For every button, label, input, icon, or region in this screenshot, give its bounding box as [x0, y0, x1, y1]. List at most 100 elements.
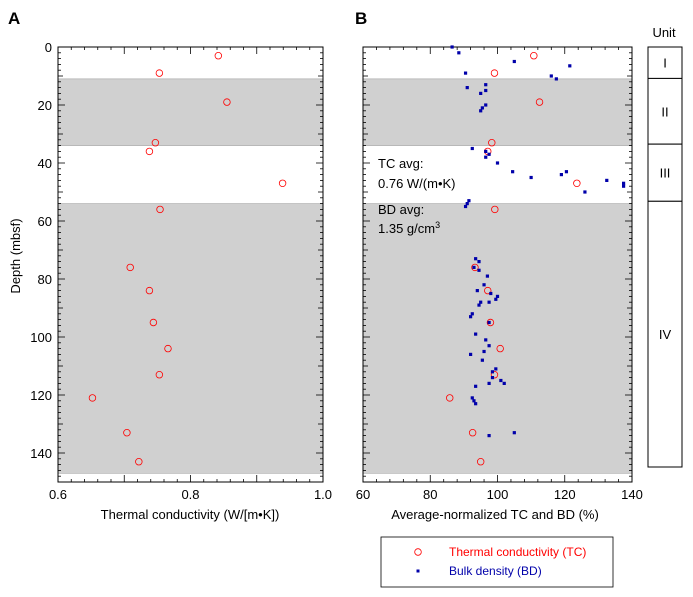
panel-b-tc-point [476, 458, 485, 466]
panel-a-y-tick-label: 140 [30, 446, 52, 461]
panel-b-bd-point [474, 257, 478, 261]
panel-a-tc-point [223, 98, 231, 106]
unit-box [647, 77, 683, 145]
panel-b-bd-point [511, 170, 515, 174]
panel-b-bd-point [477, 303, 481, 307]
panel-b-bd-point [494, 297, 498, 301]
panel-b-bd-point [495, 294, 500, 298]
bd-avg-superscript: 3 [435, 220, 440, 230]
panel-b-bd-point [495, 161, 500, 165]
panel-b-bd-point [474, 384, 478, 388]
legend-bd-label: Bulk density (BD) [449, 564, 542, 578]
panel-a-tc-point [155, 371, 164, 379]
panel-b-plot: 60 80 100 120 140 [356, 45, 643, 502]
panel-b-bd-point [470, 146, 474, 151]
panel-b-bd-point [467, 199, 471, 203]
panel-b-bd-point [487, 300, 491, 304]
panel-b-bd-point [480, 358, 484, 362]
unit-box [647, 46, 683, 79]
panel-b-bd-point [512, 59, 516, 64]
panel-b-shaded-interval [362, 78, 633, 146]
panel-b-bd-point [487, 434, 491, 438]
panel-a-tc-point [155, 69, 164, 77]
panel-a-tc-point [151, 138, 160, 147]
panel-b-bd-point [502, 381, 506, 385]
panel-b-bd-point [529, 175, 533, 180]
unit-label: II [661, 104, 668, 119]
panel-a-y-tick-label: 40 [38, 156, 52, 171]
panel-a-y-tick-label: 0 [45, 40, 52, 55]
panel-a-x-tick-label: 0.8 [181, 487, 199, 502]
panel-b-tc-point [468, 429, 477, 437]
panel-a-shaded-interval [57, 78, 324, 146]
panel-b-bd-point [479, 91, 483, 95]
panel-b-bd-point [465, 86, 469, 90]
panel-b-tc-point [490, 371, 499, 379]
panel-a-tc-point [145, 147, 154, 156]
panel-b-bd-point [457, 51, 461, 55]
panel-b-x-tick-label: 60 [356, 487, 370, 502]
panel-b-bd-point [484, 149, 488, 153]
panel-b-bd-point [485, 274, 490, 278]
panel-b-bd-point [621, 184, 626, 188]
panel-b-shaded-interval [362, 203, 633, 474]
panel-b-x-tick-label: 80 [423, 487, 437, 502]
panel-b-bd-point [469, 315, 473, 319]
unit-box [647, 143, 683, 202]
panel-b-tc-point [490, 69, 499, 77]
panel-b-label: B [355, 9, 367, 28]
panel-b-bd-point [470, 312, 474, 316]
panel-a-x-tick-label: 1.0 [314, 487, 332, 502]
panel-b-bd-point [477, 260, 481, 264]
panel-b-bd-point [512, 431, 516, 435]
panel-a-tc-point [126, 263, 134, 272]
panel-b-bd-point [559, 173, 563, 177]
panel-b-bd-point [472, 399, 476, 403]
panel-a-tc-point [123, 429, 131, 437]
panel-b-bd-point [472, 265, 476, 269]
legend: Thermal conductivity (TC) Bulk density (… [380, 536, 614, 588]
panel-b-bd-point [549, 74, 553, 78]
panel-b-bd-point [487, 152, 491, 156]
panel-b-bd-point [484, 88, 488, 93]
panel-b-bd-point [487, 344, 491, 348]
panel-a-x-axis-title: Thermal conductivity (W/[m•K]) [101, 507, 280, 522]
panel-b-tc-point [484, 286, 492, 295]
panel-b-bd-point [583, 190, 587, 194]
panel-b-bd-point [477, 268, 481, 272]
panel-b-bd-point [474, 332, 478, 336]
panel-b-bd-point [484, 338, 488, 342]
panel-a-y-tick-label: 20 [38, 98, 52, 113]
panel-b-bd-point [450, 45, 454, 49]
bd-avg-value: 1.35 g/cm [378, 221, 435, 236]
panel-a-y-tick-label: 120 [30, 388, 52, 403]
tc-avg-line2: 0.76 W/(m•K) [378, 176, 456, 191]
panel-b-x-axis-title: Average-normalized TC and BD (%) [391, 507, 599, 522]
panel-a-shaded-interval [57, 203, 324, 474]
panel-b-tc-point [496, 344, 504, 353]
panel-a-y-tick-label: 100 [30, 330, 52, 345]
panel-b-bd-point [490, 376, 495, 380]
panel-a-label: A [8, 9, 20, 28]
legend-box [380, 536, 614, 588]
panel-b-tc-point [573, 179, 581, 187]
panel-a-plot: 0 20 40 60 80 100 120 140 0.6 0.8 1.0 [30, 40, 332, 502]
panel-b-bd-point [554, 77, 558, 81]
panel-b-bd-point [487, 381, 491, 385]
panel-b-bd-point [469, 352, 473, 356]
bd-avg-line2: 1.35 g/cm3 [378, 220, 440, 236]
panel-a-tc-point [156, 205, 164, 214]
panel-b-bd-point [479, 300, 483, 304]
panel-b-bd-point [568, 64, 572, 68]
panel-b-bd-point [474, 402, 478, 406]
unit-label: I [663, 56, 667, 71]
panel-a-y-tick-label: 80 [38, 272, 52, 287]
panel-b-bd-point [465, 202, 469, 206]
panel-a-tc-point [135, 458, 143, 466]
panel-b-tc-point [491, 205, 499, 214]
panel-a-tc-point [278, 179, 287, 187]
unit-box [647, 200, 683, 468]
panel-a-tc-point [164, 344, 172, 353]
